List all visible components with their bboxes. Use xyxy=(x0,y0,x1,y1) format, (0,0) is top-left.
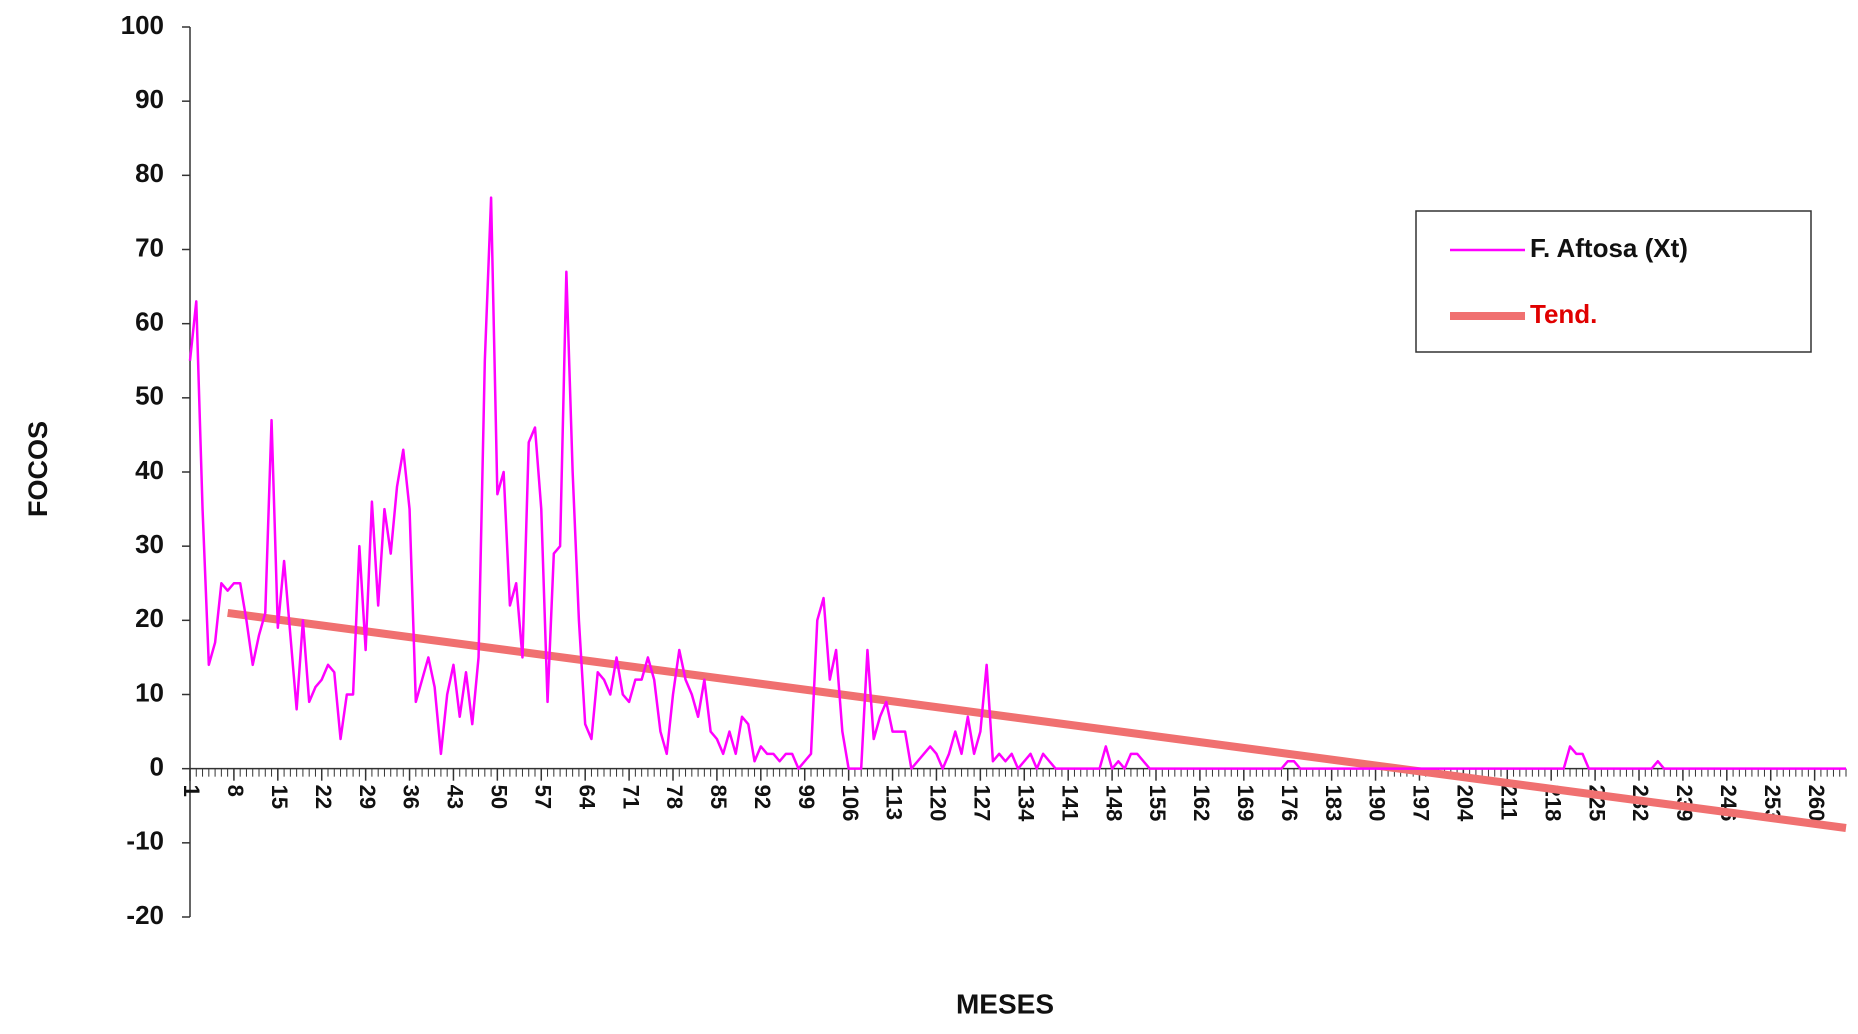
y-tick-label: 90 xyxy=(135,84,164,114)
x-tick-label: 92 xyxy=(750,785,775,809)
y-tick-label: -10 xyxy=(126,826,164,856)
legend-label: Tend. xyxy=(1530,299,1597,329)
x-tick-label: 204 xyxy=(1453,785,1478,822)
x-tick-label: 260 xyxy=(1804,785,1829,822)
x-tick-label: 50 xyxy=(487,785,512,809)
y-tick-label: 10 xyxy=(135,677,164,707)
y-tick-label: 30 xyxy=(135,529,164,559)
x-tick-label: 127 xyxy=(970,785,995,822)
y-tick-label: 70 xyxy=(135,232,164,262)
x-tick-label: 22 xyxy=(311,785,336,809)
x-tick-label: 141 xyxy=(1057,785,1082,822)
x-tick-label: 29 xyxy=(355,785,380,809)
y-tick-label: 60 xyxy=(135,307,164,337)
x-tick-label: 155 xyxy=(1145,785,1170,822)
x-tick-label: 15 xyxy=(267,785,292,809)
x-tick-label: 169 xyxy=(1233,785,1258,822)
x-tick-label: 106 xyxy=(838,785,863,822)
y-tick-label: 50 xyxy=(135,381,164,411)
x-axis-label: MESES xyxy=(956,988,1054,1019)
y-tick-label: 80 xyxy=(135,158,164,188)
x-tick-label: 36 xyxy=(399,785,424,809)
trend-line xyxy=(227,608,1847,832)
x-tick-label: 197 xyxy=(1409,785,1434,822)
legend-box xyxy=(1415,210,1812,353)
x-tick-label: 134 xyxy=(1013,785,1038,822)
x-tick-label: 162 xyxy=(1189,785,1214,822)
x-tick-label: 85 xyxy=(706,785,731,809)
x-tick-label: 183 xyxy=(1321,785,1346,822)
x-tick-label: 57 xyxy=(530,785,555,809)
y-tick-label: 40 xyxy=(135,455,164,485)
y-axis-label: FOCOS xyxy=(23,421,53,517)
x-tick-label: 71 xyxy=(618,785,643,809)
x-tick-label: 64 xyxy=(574,785,599,810)
data-line xyxy=(188,196,1846,770)
x-tick-label: 99 xyxy=(794,785,819,809)
legend-label: F. Aftosa (Xt) xyxy=(1530,233,1688,263)
x-tick-label: 78 xyxy=(662,785,687,809)
x-tick-label: 211 xyxy=(1496,785,1521,821)
y-tick-label: -20 xyxy=(126,900,164,930)
x-tick-label: 120 xyxy=(926,785,951,822)
y-tick-label: 0 xyxy=(150,752,164,782)
x-tick-label: 190 xyxy=(1365,785,1390,822)
x-tick-label: 1 xyxy=(179,785,204,797)
x-tick-label: 148 xyxy=(1101,785,1126,822)
x-tick-label: 8 xyxy=(223,785,248,797)
x-tick-label: 113 xyxy=(882,785,907,821)
y-tick-label: 100 xyxy=(121,10,164,40)
y-tick-label: 20 xyxy=(135,603,164,633)
x-tick-label: 43 xyxy=(443,785,468,809)
x-tick-label: 176 xyxy=(1277,785,1302,822)
